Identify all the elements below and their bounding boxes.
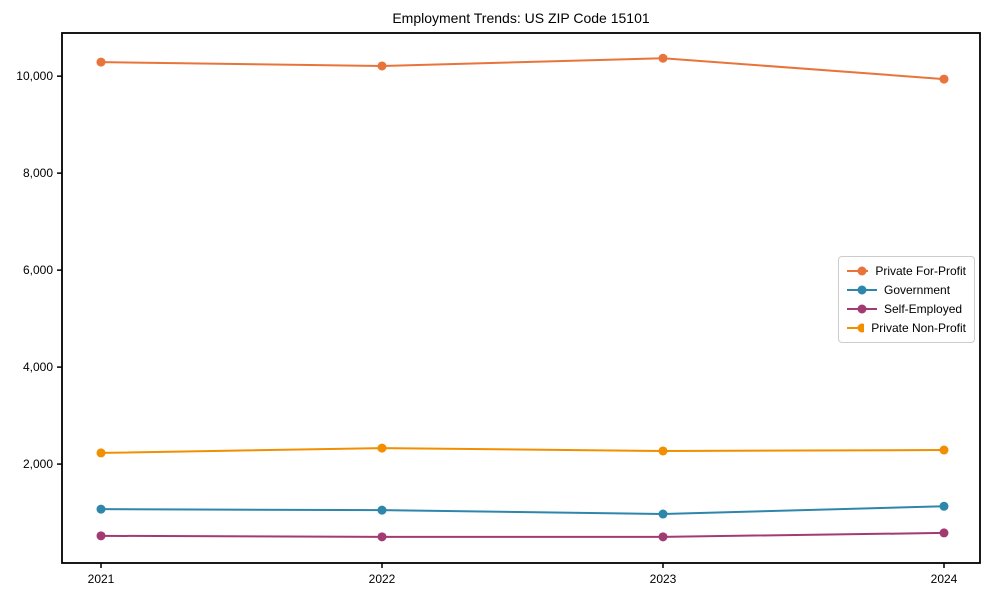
legend-line-marker-icon bbox=[847, 323, 865, 333]
data-point-marker bbox=[377, 61, 387, 71]
data-point-marker bbox=[96, 531, 106, 541]
x-axis-tick-label: 2021 bbox=[88, 572, 115, 586]
data-point-marker bbox=[377, 532, 387, 542]
chart-legend: Private For-Profit Government Self-Employe… bbox=[838, 256, 975, 343]
legend-line-marker-icon bbox=[847, 285, 877, 295]
data-point-marker bbox=[96, 504, 106, 514]
line-series bbox=[100, 447, 945, 454]
chart-title: Employment Trends: US ZIP Code 15101 bbox=[392, 10, 650, 26]
data-point-marker bbox=[96, 57, 106, 67]
data-point-marker bbox=[96, 448, 106, 458]
legend-item: Self-Employed bbox=[847, 300, 966, 319]
legend-label: Private Non-Profit bbox=[871, 320, 966, 335]
data-point-marker bbox=[939, 74, 949, 84]
x-axis-tick-label: 2023 bbox=[650, 572, 677, 586]
data-point-marker bbox=[377, 505, 387, 515]
legend-item: Private For-Profit bbox=[847, 262, 966, 281]
legend-label: Private For-Profit bbox=[875, 264, 966, 279]
legend-item: Government bbox=[847, 281, 966, 300]
y-axis-tick-label: 10,000 bbox=[16, 69, 53, 83]
legend-label: Government bbox=[884, 283, 951, 298]
data-point-marker bbox=[939, 501, 949, 511]
line-series bbox=[100, 531, 945, 538]
legend-line-marker-icon bbox=[847, 266, 869, 276]
y-axis-tick-label: 8,000 bbox=[23, 166, 53, 180]
legend-item: Private Non-Profit bbox=[847, 318, 966, 337]
legend-line-marker-icon bbox=[847, 304, 877, 314]
x-axis-tick-label: 2024 bbox=[931, 572, 958, 586]
data-point-marker bbox=[939, 445, 949, 455]
line-series bbox=[100, 505, 945, 516]
y-axis-tick-label: 2,000 bbox=[23, 457, 53, 471]
plot-spines bbox=[61, 32, 981, 564]
data-point-marker bbox=[658, 446, 668, 456]
data-point-marker bbox=[377, 443, 387, 453]
data-point-marker bbox=[658, 532, 668, 542]
x-axis-tick-label: 2022 bbox=[369, 572, 396, 586]
data-point-marker bbox=[939, 528, 949, 538]
data-point-marker bbox=[658, 53, 668, 63]
data-point-marker bbox=[658, 509, 668, 519]
legend-label: Self-Employed bbox=[884, 301, 963, 316]
line-series bbox=[100, 57, 945, 81]
y-axis-tick-label: 6,000 bbox=[23, 263, 53, 277]
y-axis-tick-label: 4,000 bbox=[23, 360, 53, 374]
